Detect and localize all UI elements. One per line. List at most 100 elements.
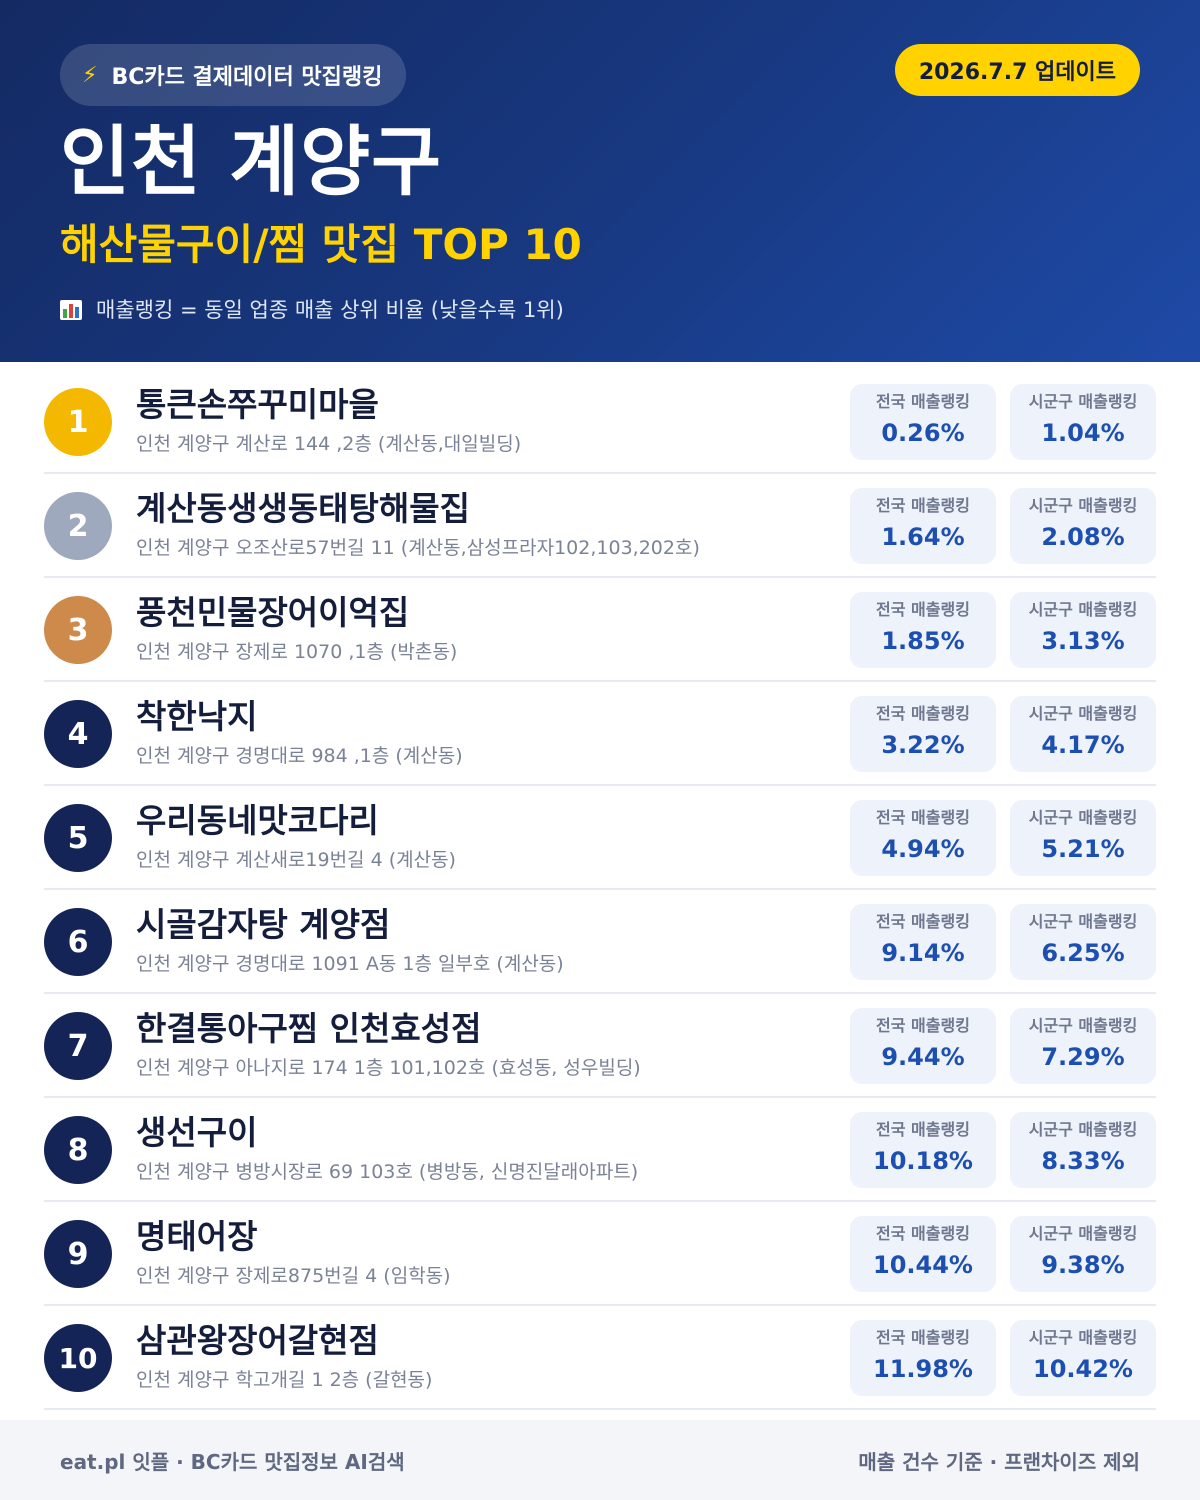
national-ranking-label: 전국 매출랭킹 — [876, 808, 970, 827]
national-ranking-value: 1.64% — [881, 523, 965, 551]
national-ranking-label: 전국 매출랭킹 — [876, 1120, 970, 1139]
national-ranking-value: 0.26% — [881, 419, 965, 447]
source-label: BC카드 결제데이터 맛집랭킹 — [111, 65, 383, 90]
national-ranking-value: 9.14% — [881, 939, 965, 967]
restaurant-row[interactable]: 4 착한낙지 인천 계양구 경명대로 984 ,1층 (계산동) 전국 매출랭킹… — [44, 682, 1156, 786]
national-ranking-card: 전국 매출랭킹 3.22% — [850, 696, 996, 772]
ranking-note-text: 매출랭킹 = 동일 업종 매출 상위 비율 (낮을수록 1위) — [96, 298, 564, 322]
national-ranking-label: 전국 매출랭킹 — [876, 1016, 970, 1035]
local-ranking-card: 시군구 매출랭킹 9.38% — [1010, 1216, 1156, 1292]
local-ranking-label: 시군구 매출랭킹 — [1028, 392, 1138, 411]
footer-source: eat.pl 잇플 · BC카드 맛집정보 AI검색 — [60, 1449, 405, 1474]
national-ranking-value: 1.85% — [881, 627, 965, 655]
local-ranking-value: 4.17% — [1041, 731, 1125, 759]
restaurant-address: 인천 계양구 경명대로 1091 A동 1층 일부호 (계산동) — [136, 953, 564, 975]
restaurant-address: 인천 계양구 아나지로 174 1층 101,102호 (효성동, 성우빌딩) — [136, 1057, 641, 1079]
lightning-bolt-icon: ⚡ — [82, 62, 98, 88]
national-ranking-label: 전국 매출랭킹 — [876, 1224, 970, 1243]
ranking-note: 매출랭킹 = 동일 업종 매출 상위 비율 (낮을수록 1위) — [60, 292, 564, 328]
rank-badge: 10 — [44, 1324, 112, 1392]
restaurant-name: 한결통아구찜 인천효성점 — [136, 1009, 482, 1048]
restaurant-name: 풍천민물장어이억집 — [136, 593, 410, 632]
local-ranking-value: 5.21% — [1041, 835, 1125, 863]
footer-criteria: 매출 건수 기준 · 프랜차이즈 제외 — [858, 1449, 1140, 1474]
restaurant-row[interactable]: 6 시골감자탕 계양점 인천 계양구 경명대로 1091 A동 1층 일부호 (… — [44, 890, 1156, 994]
restaurant-name: 시골감자탕 계양점 — [136, 905, 391, 944]
restaurant-address: 인천 계양구 장제로875번길 4 (임학동) — [136, 1265, 451, 1287]
local-ranking-value: 9.38% — [1041, 1251, 1125, 1279]
restaurant-row[interactable]: 8 생선구이 인천 계양구 병방시장로 69 103호 (병방동, 신명진달래아… — [44, 1098, 1156, 1202]
restaurant-row[interactable]: 10 삼관왕장어갈현점 인천 계양구 학고개길 1 2층 (갈현동) 전국 매출… — [44, 1306, 1156, 1410]
restaurant-list: 1 통큰손쭈꾸미마을 인천 계양구 계산로 144 ,2층 (계산동,대일빌딩)… — [44, 370, 1156, 1410]
restaurant-name: 명태어장 — [136, 1217, 258, 1256]
local-ranking-label: 시군구 매출랭킹 — [1028, 1120, 1138, 1139]
national-ranking-value: 10.18% — [873, 1147, 973, 1175]
local-ranking-card: 시군구 매출랭킹 2.08% — [1010, 488, 1156, 564]
restaurant-row[interactable]: 9 명태어장 인천 계양구 장제로875번길 4 (임학동) 전국 매출랭킹 1… — [44, 1202, 1156, 1306]
rank-badge: 8 — [44, 1116, 112, 1184]
national-ranking-card: 전국 매출랭킹 1.64% — [850, 488, 996, 564]
restaurant-address: 인천 계양구 학고개길 1 2층 (갈현동) — [136, 1369, 433, 1391]
local-ranking-card: 시군구 매출랭킹 4.17% — [1010, 696, 1156, 772]
restaurant-row[interactable]: 3 풍천민물장어이억집 인천 계양구 장제로 1070 ,1층 (박촌동) 전국… — [44, 578, 1156, 682]
local-ranking-label: 시군구 매출랭킹 — [1028, 600, 1138, 619]
region-title: 인천 계양구 — [60, 117, 443, 206]
local-ranking-value: 2.08% — [1041, 523, 1125, 551]
restaurant-name: 착한낙지 — [136, 697, 258, 736]
restaurant-address: 인천 계양구 계산새로19번길 4 (계산동) — [136, 849, 456, 871]
rank-badge: 7 — [44, 1012, 112, 1080]
restaurant-row[interactable]: 5 우리동네맛코다리 인천 계양구 계산새로19번길 4 (계산동) 전국 매출… — [44, 786, 1156, 890]
national-ranking-value: 4.94% — [881, 835, 965, 863]
restaurant-address: 인천 계양구 오조산로57번길 11 (계산동,삼성프라자102,103,202… — [136, 537, 700, 559]
local-ranking-value: 8.33% — [1041, 1147, 1125, 1175]
restaurant-name: 우리동네맛코다리 — [136, 801, 379, 840]
restaurant-name: 삼관왕장어갈현점 — [136, 1321, 379, 1360]
local-ranking-label: 시군구 매출랭킹 — [1028, 1016, 1138, 1035]
local-ranking-label: 시군구 매출랭킹 — [1028, 1328, 1138, 1347]
local-ranking-card: 시군구 매출랭킹 10.42% — [1010, 1320, 1156, 1396]
rank-badge: 4 — [44, 700, 112, 768]
restaurant-name: 통큰손쭈꾸미마을 — [136, 385, 379, 424]
national-ranking-value: 10.44% — [873, 1251, 973, 1279]
national-ranking-card: 전국 매출랭킹 9.44% — [850, 1008, 996, 1084]
restaurant-address: 인천 계양구 병방시장로 69 103호 (병방동, 신명진달래아파트) — [136, 1161, 639, 1183]
national-ranking-card: 전국 매출랭킹 10.44% — [850, 1216, 996, 1292]
restaurant-address: 인천 계양구 장제로 1070 ,1층 (박촌동) — [136, 641, 458, 663]
restaurant-row[interactable]: 7 한결통아구찜 인천효성점 인천 계양구 아나지로 174 1층 101,10… — [44, 994, 1156, 1098]
rank-badge: 5 — [44, 804, 112, 872]
restaurant-name: 생선구이 — [136, 1113, 258, 1152]
national-ranking-label: 전국 매출랭킹 — [876, 1328, 970, 1347]
restaurant-row[interactable]: 2 계산동생생동태탕해물집 인천 계양구 오조산로57번길 11 (계산동,삼성… — [44, 474, 1156, 578]
local-ranking-card: 시군구 매출랭킹 7.29% — [1010, 1008, 1156, 1084]
bar-chart-icon — [60, 300, 82, 320]
national-ranking-label: 전국 매출랭킹 — [876, 392, 970, 411]
national-ranking-card: 전국 매출랭킹 9.14% — [850, 904, 996, 980]
local-ranking-label: 시군구 매출랭킹 — [1028, 808, 1138, 827]
restaurant-row[interactable]: 1 통큰손쭈꾸미마을 인천 계양구 계산로 144 ,2층 (계산동,대일빌딩)… — [44, 370, 1156, 474]
national-ranking-card: 전국 매출랭킹 10.18% — [850, 1112, 996, 1188]
local-ranking-value: 6.25% — [1041, 939, 1125, 967]
national-ranking-label: 전국 매출랭킹 — [876, 600, 970, 619]
rank-badge: 6 — [44, 908, 112, 976]
national-ranking-label: 전국 매출랭킹 — [876, 496, 970, 515]
footer: eat.pl 잇플 · BC카드 맛집정보 AI검색 매출 건수 기준 · 프랜… — [0, 1420, 1200, 1500]
national-ranking-value: 11.98% — [873, 1355, 973, 1383]
local-ranking-value: 7.29% — [1041, 1043, 1125, 1071]
national-ranking-value: 3.22% — [881, 731, 965, 759]
local-ranking-card: 시군구 매출랭킹 5.21% — [1010, 800, 1156, 876]
national-ranking-card: 전국 매출랭킹 1.85% — [850, 592, 996, 668]
local-ranking-card: 시군구 매출랭킹 3.13% — [1010, 592, 1156, 668]
national-ranking-label: 전국 매출랭킹 — [876, 912, 970, 931]
header: ⚡ BC카드 결제데이터 맛집랭킹 2026.7.7 업데이트 인천 계양구 해… — [0, 0, 1200, 362]
category-title: 해산물구이/찜 맛집 TOP 10 — [60, 220, 582, 269]
local-ranking-value: 1.04% — [1041, 419, 1125, 447]
rank-badge: 3 — [44, 596, 112, 664]
local-ranking-card: 시군구 매출랭킹 6.25% — [1010, 904, 1156, 980]
local-ranking-label: 시군구 매출랭킹 — [1028, 496, 1138, 515]
rank-badge: 1 — [44, 388, 112, 456]
national-ranking-card: 전국 매출랭킹 4.94% — [850, 800, 996, 876]
restaurant-address: 인천 계양구 계산로 144 ,2층 (계산동,대일빌딩) — [136, 433, 522, 455]
restaurant-name: 계산동생생동태탕해물집 — [136, 489, 470, 528]
restaurant-address: 인천 계양구 경명대로 984 ,1층 (계산동) — [136, 745, 463, 767]
rank-badge: 9 — [44, 1220, 112, 1288]
